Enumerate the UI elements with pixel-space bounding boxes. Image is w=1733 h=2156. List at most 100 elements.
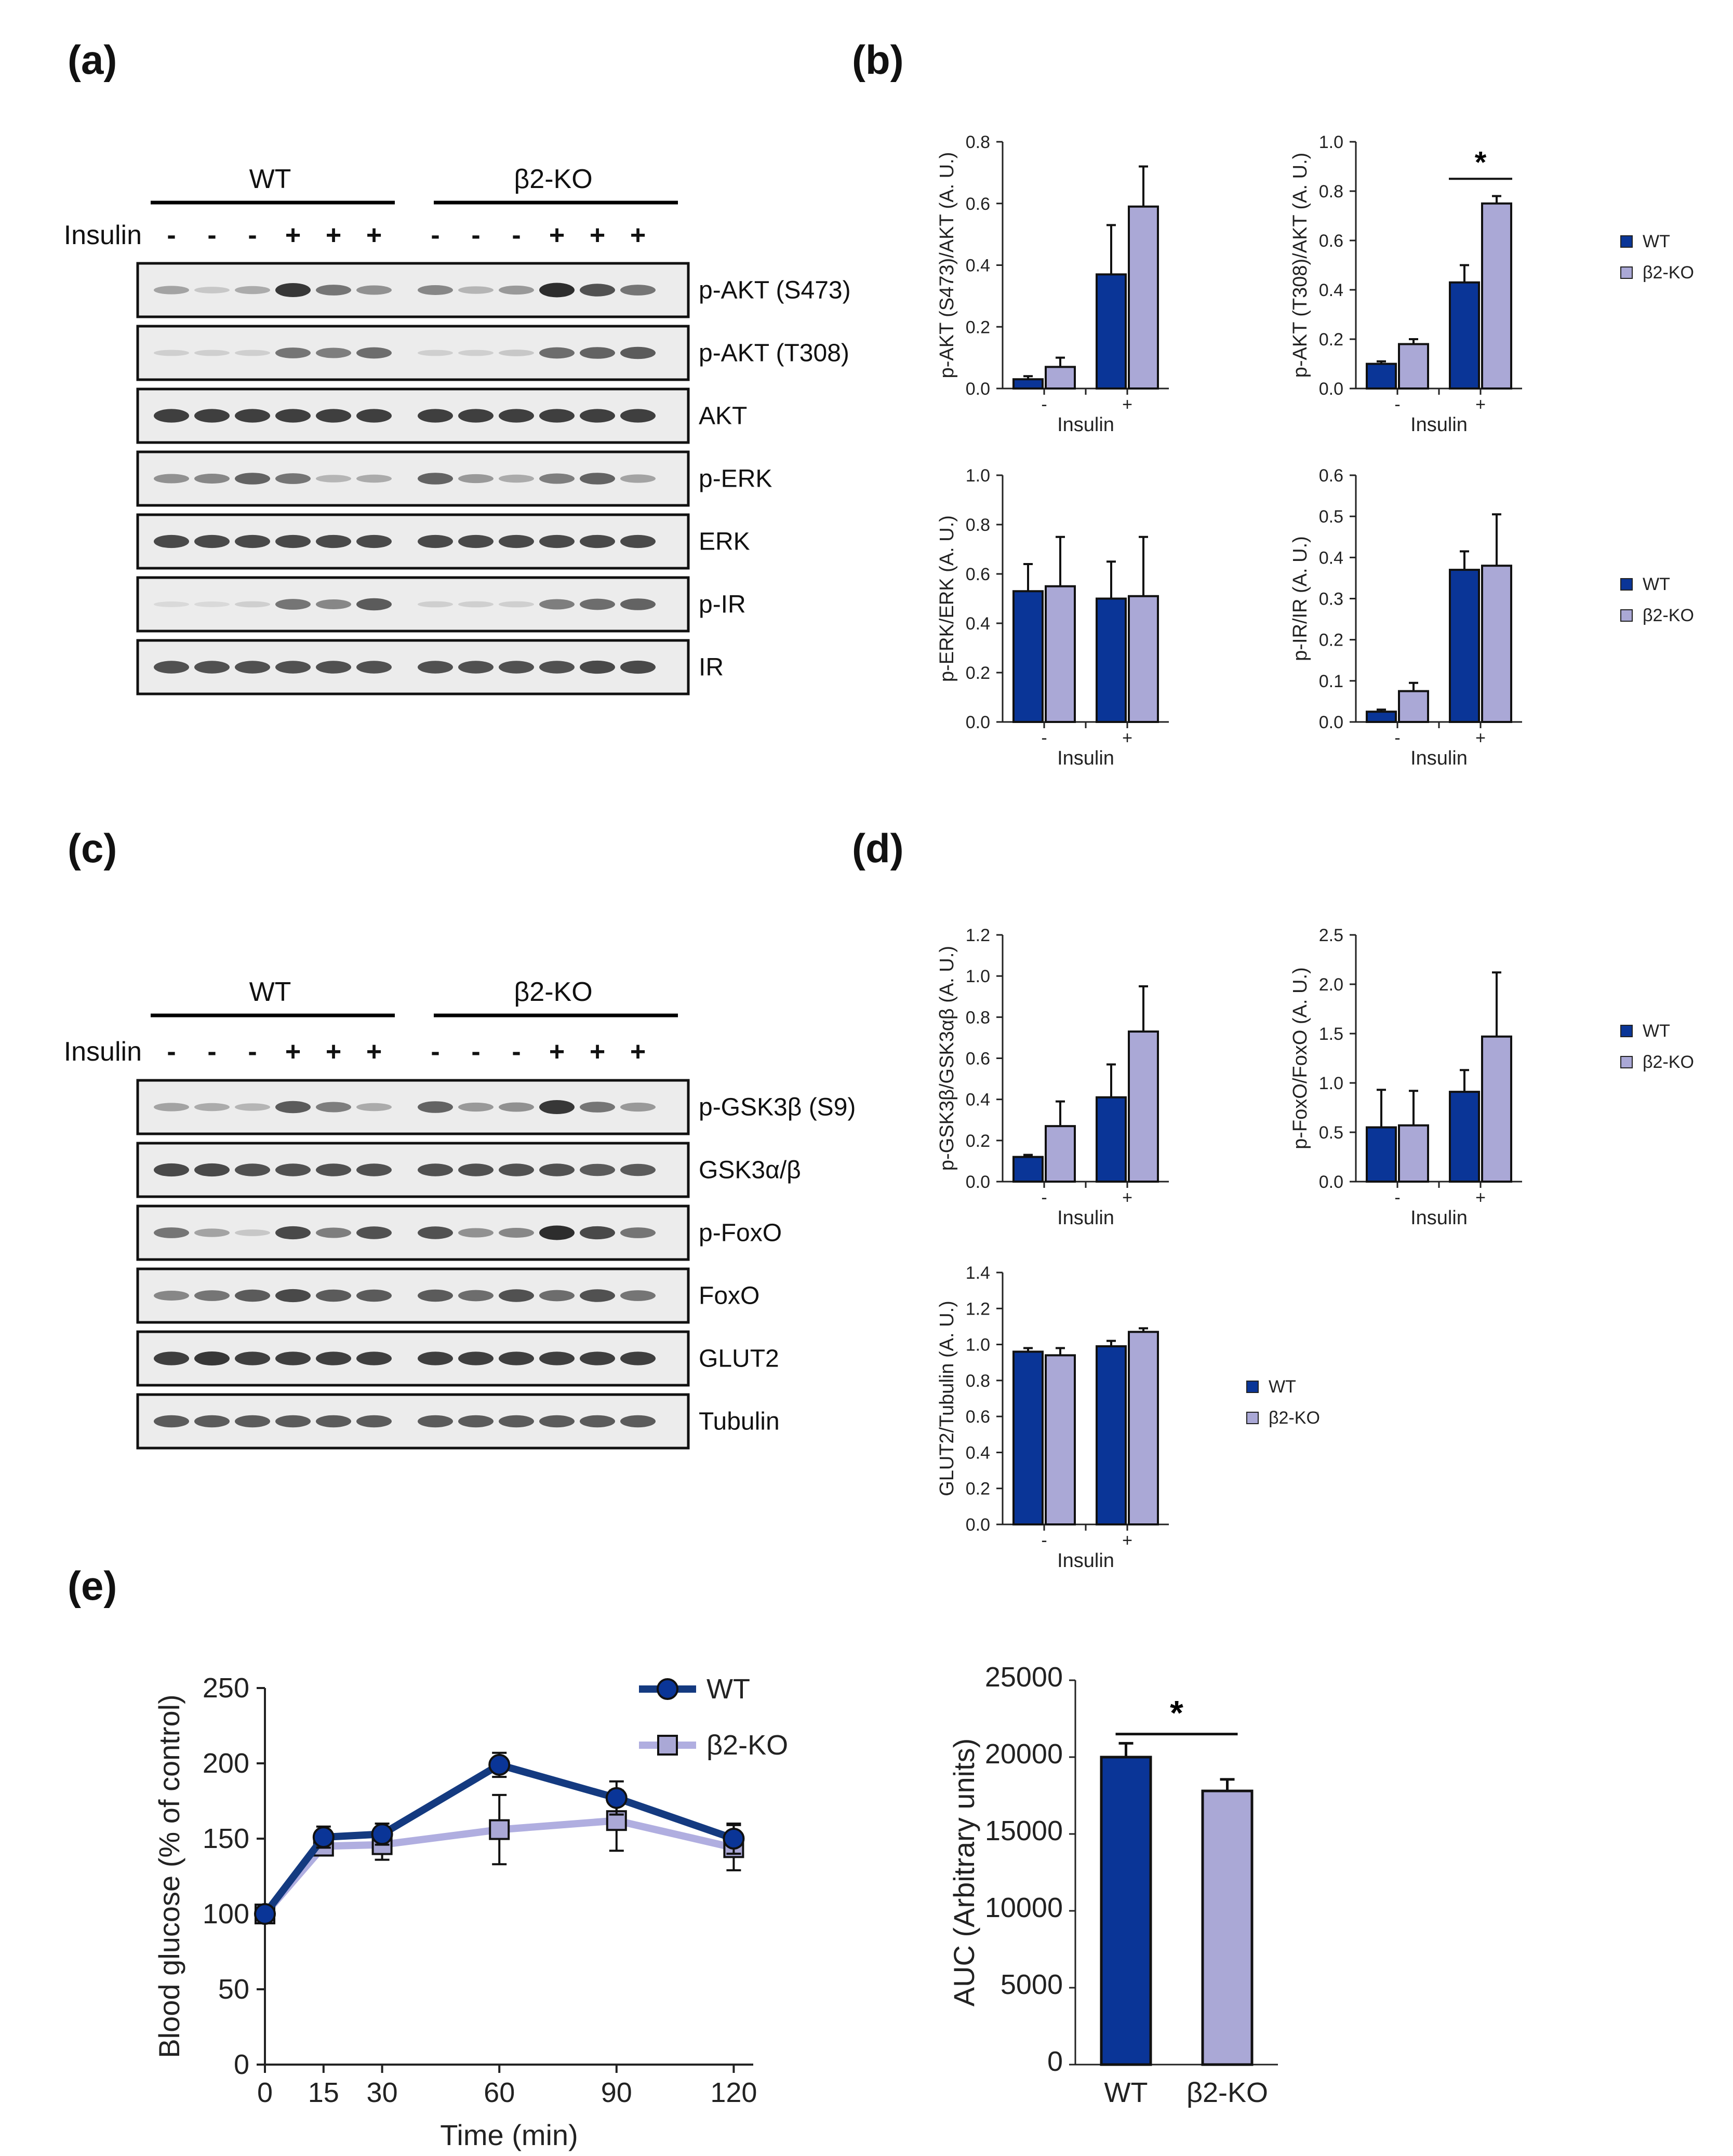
x-axis-label: Time (min) xyxy=(440,2119,578,2151)
group-label-wt: WT xyxy=(249,977,291,1007)
blot-band xyxy=(499,601,534,608)
x-tick-label: + xyxy=(1122,1531,1132,1550)
bar-wt xyxy=(1449,1091,1480,1183)
blot-band xyxy=(418,1415,453,1428)
blot-band xyxy=(235,286,270,294)
blot-band xyxy=(499,661,534,674)
blot-band xyxy=(539,283,575,298)
blot-band xyxy=(275,1101,311,1114)
y-tick-label: 0 xyxy=(1047,2046,1063,2077)
blot-band xyxy=(316,285,351,296)
blot-band xyxy=(458,474,494,484)
x-axis-label: Insulin xyxy=(1410,414,1468,436)
bar-wt xyxy=(1096,1345,1127,1525)
blot-band xyxy=(356,1163,392,1176)
blot-band xyxy=(235,1103,270,1111)
blot-band xyxy=(620,1351,656,1365)
y-tick-label: 0.6 xyxy=(966,565,990,584)
y-tick-label: 0.6 xyxy=(1319,466,1343,486)
blot-band xyxy=(458,1228,494,1238)
blot-band xyxy=(316,409,351,423)
legend-marker-ko xyxy=(657,1735,678,1756)
insulin-sign: + xyxy=(285,220,301,250)
blot-band xyxy=(235,661,270,674)
blot-band xyxy=(316,599,351,609)
y-tick-label: 0.8 xyxy=(966,1008,990,1027)
insulin-sign: + xyxy=(630,220,646,250)
y-tick-label: 1.4 xyxy=(966,1263,990,1283)
insulin-sign: + xyxy=(549,220,565,250)
blot-band xyxy=(356,1289,392,1302)
panel-label-e: (e) xyxy=(68,1563,117,1609)
blot-band xyxy=(620,598,656,610)
y-tick-label: 0.4 xyxy=(966,614,990,634)
group-label-ko: β2-KO xyxy=(514,977,592,1007)
legend-label: β2-KO xyxy=(706,1730,788,1761)
y-tick-label: 15000 xyxy=(985,1815,1063,1846)
x-tick-label: - xyxy=(1394,728,1400,748)
blot-band xyxy=(316,1163,351,1176)
blot-band xyxy=(275,347,311,358)
y-tick-label: 0.8 xyxy=(966,515,990,535)
x-tick-label: WT xyxy=(1104,2077,1148,2108)
blot-band xyxy=(499,1163,534,1176)
blot-band xyxy=(316,1102,351,1113)
insulin-sign: + xyxy=(590,220,605,250)
y-axis-label: Blood glucose (% of control) xyxy=(153,1694,185,2058)
blot-row-label: Tubulin xyxy=(699,1408,780,1436)
blot-band xyxy=(458,661,494,674)
blot-band xyxy=(275,1226,311,1240)
blot-band xyxy=(235,601,270,608)
y-tick-label: 0.2 xyxy=(1319,330,1343,350)
blot-band xyxy=(356,661,392,674)
bar-ko xyxy=(1045,585,1076,723)
blot-band xyxy=(458,286,494,294)
blot-band xyxy=(418,1289,453,1302)
chart-b4: 0.0 0.1 0.2 0.3 0.4 0.5 0.6 p-IR/IR (A. U.) - + In… xyxy=(1289,466,1694,769)
legend-label: WT xyxy=(1643,574,1670,594)
blot-band xyxy=(275,409,311,423)
y-tick-label: 150 xyxy=(203,1823,249,1854)
y-tick-label: 0.6 xyxy=(966,1049,990,1069)
legend-label: WT xyxy=(1269,1377,1296,1397)
data-point-wt xyxy=(605,1787,628,1809)
blot-band xyxy=(356,598,392,611)
y-tick-label: 0.5 xyxy=(1319,507,1343,527)
blot-band xyxy=(539,1163,575,1176)
blot-band xyxy=(499,350,534,356)
group-label-wt: WT xyxy=(249,164,291,194)
chart-d3: 0.0 0.2 0.4 0.6 0.8 1.0 1.2 1.4 GLUT2/Tubulin (A… xyxy=(936,1263,1320,1572)
legend-marker-wt xyxy=(657,1678,678,1700)
chart-e1: 0 50 100 150 200 250 0 15 30 60 90 120 Time (min) Blo… xyxy=(153,1672,788,2151)
blot-band xyxy=(580,1351,615,1365)
legend-label: β2-KO xyxy=(1643,606,1694,625)
bar-ko xyxy=(1481,202,1512,390)
x-axis-label: Insulin xyxy=(1410,747,1468,769)
blot-band xyxy=(620,285,656,296)
insulin-sign: - xyxy=(512,1037,521,1067)
y-tick-label: 250 xyxy=(203,1672,249,1704)
y-tick-label: 0.5 xyxy=(1319,1123,1343,1143)
bar-wt xyxy=(1449,281,1480,390)
blot-band xyxy=(356,409,392,423)
blot-band xyxy=(356,285,392,295)
bar-wt xyxy=(1366,363,1397,390)
bar-ko xyxy=(1481,565,1512,723)
blot-row-label: GSK3α/β xyxy=(699,1157,801,1184)
x-tick-label: 0 xyxy=(257,2077,273,2108)
blot-band xyxy=(235,1163,270,1176)
x-axis-label: Insulin xyxy=(1057,414,1114,436)
panel-label-b: (b) xyxy=(852,37,904,83)
blot-band xyxy=(620,1227,656,1238)
blot-band xyxy=(235,1415,270,1428)
bar-ko xyxy=(1398,343,1429,390)
panel-label-c: (c) xyxy=(68,825,117,871)
y-tick-label: 2.5 xyxy=(1319,926,1343,945)
y-tick-label: 0.2 xyxy=(1319,631,1343,650)
blot-band xyxy=(499,534,534,548)
y-tick-label: 100 xyxy=(203,1898,249,1930)
bar-ko xyxy=(1201,1789,1254,2066)
blot-band xyxy=(499,409,534,423)
blot-band xyxy=(539,534,575,548)
